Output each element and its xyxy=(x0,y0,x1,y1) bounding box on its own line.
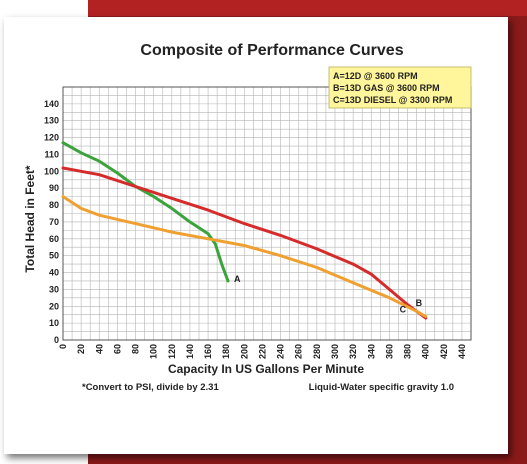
x-tick-label: 400 xyxy=(421,344,431,359)
series-end-label-b: B xyxy=(416,298,423,308)
x-tick-label: 60 xyxy=(112,344,122,354)
legend-entry-b: B=13D GAS @ 3600 RPM xyxy=(333,83,440,93)
series-end-label-c: C xyxy=(400,304,407,314)
legend-box xyxy=(328,66,472,109)
series-line-a xyxy=(61,141,230,283)
y-tick-label: 130 xyxy=(44,116,59,126)
y-tick-label: 30 xyxy=(49,284,59,294)
legend: A=12D @ 3600 RPM B=13D GAS @ 3600 RPM C=… xyxy=(328,66,472,109)
chart-title: Composite of Performance Curves xyxy=(140,42,403,59)
x-tick-label: 440 xyxy=(457,344,467,359)
psi-note: *Convert to PSI, divide by 2.31 xyxy=(82,382,219,393)
y-tick-label: 10 xyxy=(49,318,59,328)
x-tick-label: 340 xyxy=(366,344,376,359)
y-tick-label: 120 xyxy=(44,133,59,143)
y-tick-label: 50 xyxy=(49,251,59,261)
series-labels: A BC xyxy=(234,274,423,314)
x-tick-label: 160 xyxy=(203,344,213,359)
x-tick-label: 240 xyxy=(276,344,286,359)
x-tick-label: 320 xyxy=(348,344,358,359)
x-tick-label: 360 xyxy=(384,344,394,359)
plot-border xyxy=(62,86,472,341)
x-tick-label: 200 xyxy=(239,344,249,359)
y-tick-label: 110 xyxy=(44,149,59,159)
x-tick-label: 0 xyxy=(58,344,68,349)
x-tick-label: 220 xyxy=(257,344,267,359)
y-tick-label: 60 xyxy=(49,234,59,244)
red-frame-highlight xyxy=(88,0,527,16)
chart-card: Composite of Performance Curves 0 10 20 30 4… xyxy=(4,17,508,454)
legend-entry-c: C=13D DIESEL @ 3300 RPM xyxy=(333,95,452,105)
x-tick-label: 420 xyxy=(439,344,449,359)
x-tick-label: 100 xyxy=(149,344,159,359)
x-tick-label: 120 xyxy=(167,344,177,359)
y-axis-label: Total Head in Feet* xyxy=(23,165,37,272)
series-line-b xyxy=(61,166,428,320)
x-tick-label: 40 xyxy=(94,344,104,354)
x-tick-label: 80 xyxy=(131,344,141,354)
grid xyxy=(62,86,472,341)
y-tick-labels: 0 10 20 30 40 50 60 70 80 90 100 110 120 130 140 xyxy=(44,99,59,345)
y-tick-label: 0 xyxy=(54,335,59,345)
x-tick-label: 300 xyxy=(330,344,340,359)
x-tick-labels: 0 20 40 60 80 100 120 140 160 180 200 220 240 260 280 3… xyxy=(58,344,467,359)
y-tick-label: 20 xyxy=(49,301,59,311)
y-tick-label: 40 xyxy=(49,268,59,278)
x-tick-label: 20 xyxy=(76,344,86,354)
y-tick-label: 70 xyxy=(49,217,59,227)
x-tick-label: 140 xyxy=(185,344,195,359)
x-tick-label: 280 xyxy=(312,344,322,359)
y-tick-label: 80 xyxy=(49,200,59,210)
gravity-note: Liquid-Water specific gravity 1.0 xyxy=(309,382,454,393)
y-tick-label: 100 xyxy=(44,166,59,176)
series-end-label-a: A xyxy=(234,274,241,284)
x-axis-label: Capacity In US Gallons Per Minute xyxy=(168,362,364,376)
y-tick-label: 90 xyxy=(49,183,59,193)
series-lines xyxy=(61,141,428,320)
performance-chart: Composite of Performance Curves 0 10 20 30 4… xyxy=(23,42,472,393)
y-tick-label: 140 xyxy=(44,99,59,109)
x-tick-label: 260 xyxy=(294,344,304,359)
legend-entry-a: A=12D @ 3600 RPM xyxy=(333,71,418,81)
series-line-c xyxy=(61,195,428,318)
x-tick-label: 180 xyxy=(221,344,231,359)
x-tick-label: 380 xyxy=(403,344,413,359)
